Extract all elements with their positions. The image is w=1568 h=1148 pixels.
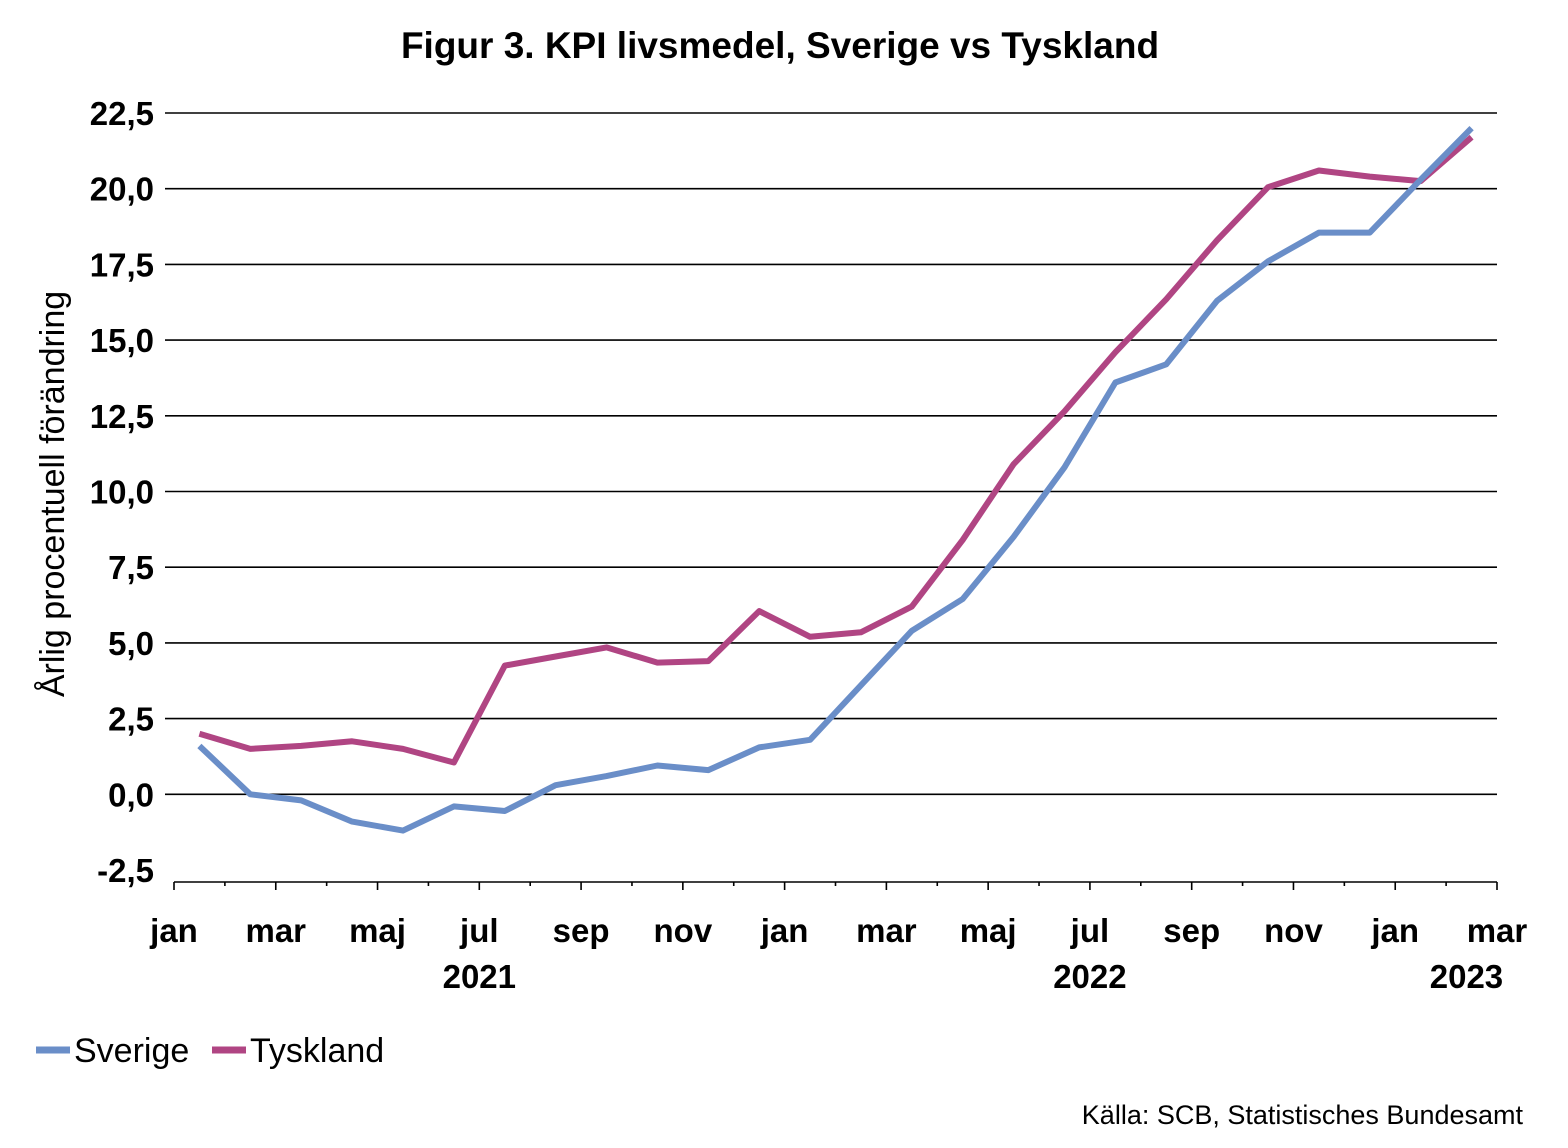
x-tick-label: nov <box>1264 912 1323 949</box>
legend-label-tyskland: Tyskland <box>250 1032 384 1070</box>
year-label: 2022 <box>1053 958 1126 995</box>
y-tick-labels: 22,5 20,0 17,5 15,0 12,5 10,0 7,5 5,0 2,5 0,0 -2,5 <box>90 95 154 889</box>
legend-label-sverige: Sverige <box>74 1032 189 1070</box>
y-axis-label: Årlig procentuell förändring <box>34 291 72 697</box>
x-tick-label: jan <box>760 912 809 949</box>
x-tick-label: mar <box>245 912 306 949</box>
x-tick-label: jul <box>1070 912 1110 949</box>
series-lines <box>197 125 1474 834</box>
source-note: Källa: SCB, Statistisches Bundesamt <box>1082 1100 1524 1130</box>
x-tick-label: nov <box>654 912 713 949</box>
x-tick-label: maj <box>960 912 1017 949</box>
year-label: 2023 <box>1430 958 1503 995</box>
legend: Sverige Tyskland <box>36 1032 384 1070</box>
y-tick-label: 15,0 <box>90 322 154 359</box>
x-tick-label: mar <box>856 912 917 949</box>
x-tick-label: sep <box>1163 912 1220 949</box>
y-tick-label: 2,5 <box>108 701 154 738</box>
gridlines <box>165 112 1497 796</box>
x-tick-marks <box>173 882 1498 890</box>
x-tick-label: jul <box>459 912 499 949</box>
y-tick-label: -2,5 <box>97 852 154 889</box>
x-tick-labels: jan mar maj jul sep nov jan mar maj jul sep nov jan m… <box>149 912 1527 949</box>
y-tick-label: 0,0 <box>108 776 154 813</box>
x-tick-label: jan <box>149 912 198 949</box>
x-tick-label: sep <box>553 912 610 949</box>
y-tick-label: 5,0 <box>108 625 154 662</box>
y-tick-label: 20,0 <box>90 171 154 208</box>
y-tick-label: 12,5 <box>90 398 154 435</box>
series-line-tyskland <box>198 134 1474 766</box>
x-tick-label: jan <box>1370 912 1419 949</box>
chart-title: Figur 3. KPI livsmedel, Sverige vs Tyskl… <box>401 25 1159 66</box>
year-labels: 2021 2022 2023 <box>443 958 1504 995</box>
x-tick-label: maj <box>349 912 406 949</box>
series-line-sverige <box>197 125 1474 834</box>
year-label: 2021 <box>443 958 516 995</box>
y-tick-label: 10,0 <box>90 474 154 511</box>
y-tick-label: 17,5 <box>90 246 154 283</box>
x-tick-label: mar <box>1467 912 1528 949</box>
y-tick-label: 7,5 <box>108 549 154 586</box>
y-tick-label: 22,5 <box>90 95 154 132</box>
